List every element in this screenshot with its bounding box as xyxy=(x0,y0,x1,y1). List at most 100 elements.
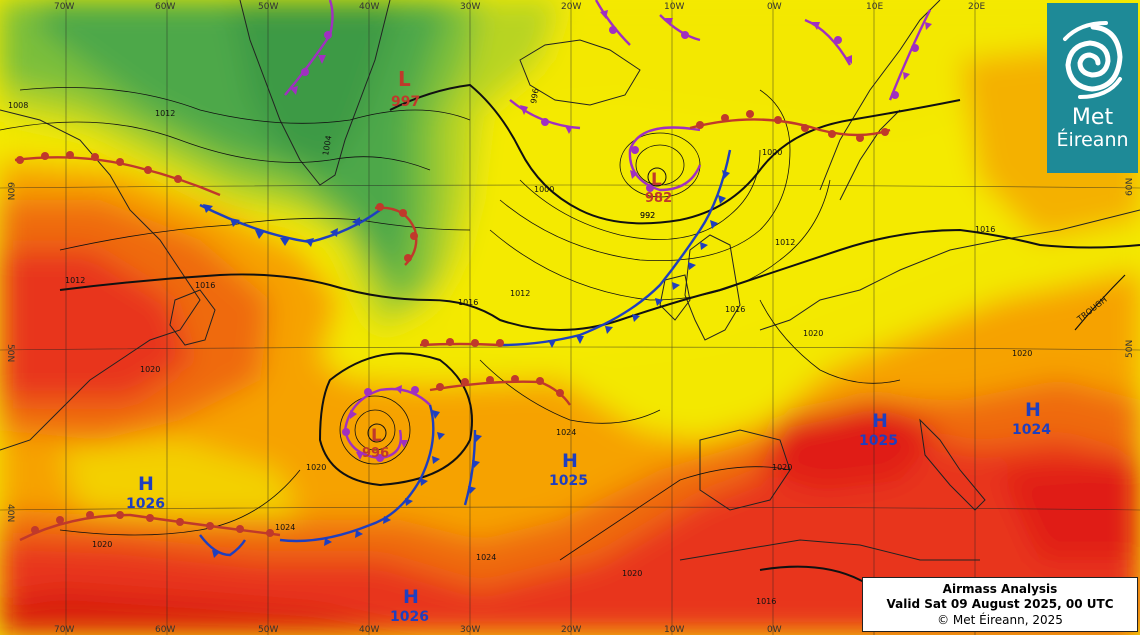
isobar-labels: 1012 1008 1004 1000 996 992 1016 1016 10… xyxy=(8,88,1032,606)
lat-label: 40N xyxy=(5,504,15,522)
high-pressure-1025-europe: H 1025 xyxy=(859,410,898,449)
front-symbols xyxy=(16,10,932,558)
lon-label: 0W xyxy=(767,625,782,635)
lon-label: 70W xyxy=(54,625,74,635)
lat-label: 60N xyxy=(5,182,15,200)
occluded-front xyxy=(659,14,701,42)
isobar-label: 1012 xyxy=(65,276,85,285)
isobars xyxy=(0,83,1140,595)
caption-title: Airmass Analysis xyxy=(942,582,1058,596)
lat-label: 50N xyxy=(1125,340,1135,358)
isobar-label: 1020 xyxy=(803,329,823,338)
lat-label: 60N xyxy=(1125,178,1135,196)
isobar-label: 1008 xyxy=(8,101,28,110)
low-marker: L xyxy=(398,67,411,91)
swirl-icon xyxy=(1062,21,1123,99)
isobar-label: 1012 xyxy=(775,238,795,247)
isobar-label: 1016 xyxy=(725,305,745,314)
isobar-label: 1020 xyxy=(306,463,326,472)
high-pressure-1026-south: H 1026 xyxy=(390,586,429,625)
lon-label: 30W xyxy=(460,625,480,635)
occluded-front xyxy=(594,0,631,46)
pressure-value: 982 xyxy=(645,191,672,206)
low-pressure-997: L 997 xyxy=(391,67,420,110)
lon-label: 50W xyxy=(258,625,278,635)
high-marker: H xyxy=(138,473,154,495)
isobar-label: 1020 xyxy=(92,540,112,549)
isobar-label: 996 xyxy=(529,88,541,105)
isobar-label: 1000 xyxy=(762,148,782,157)
high-marker: H xyxy=(1025,399,1041,421)
high-pressure-1024-east: H 1024 xyxy=(1012,399,1051,438)
isobar-label: 1012 xyxy=(155,109,175,118)
isobar-label: 1024 xyxy=(275,523,295,532)
lon-label: 60W xyxy=(155,2,175,12)
isobar-label: 992 xyxy=(640,211,655,220)
low-marker: L xyxy=(371,426,382,446)
pressure-value: 1025 xyxy=(859,433,898,449)
low-pressure-996: L 996 xyxy=(362,423,389,461)
lon-label: 40W xyxy=(359,625,379,635)
isobar-label: 1016 xyxy=(975,225,995,234)
lat-label: 50N xyxy=(5,344,15,362)
trough-line xyxy=(1074,274,1126,331)
pressure-value: 1024 xyxy=(1012,422,1051,438)
isobar-label: 992 xyxy=(640,211,655,220)
low-marker: L xyxy=(651,170,662,190)
lon-label: 10W xyxy=(664,2,684,12)
caption-box: Airmass Analysis Valid Sat 09 August 202… xyxy=(862,577,1138,632)
warm-front xyxy=(374,206,418,266)
high-pressure-1025-atlantic: H 1025 xyxy=(549,450,588,489)
lon-label: 20E xyxy=(968,2,985,12)
isobar-label: 1020 xyxy=(140,365,160,374)
isobar-label: 1020 xyxy=(622,569,642,578)
lon-label: 50W xyxy=(258,2,278,12)
isobar-label: 1024 xyxy=(476,553,496,562)
occluded-front xyxy=(888,9,932,101)
met-eireann-logo: Met Éireann xyxy=(1047,3,1138,173)
pressure-value: 1026 xyxy=(126,496,165,512)
isobar-label: 1016 xyxy=(756,597,776,606)
lon-label: 10E xyxy=(866,2,883,12)
high-marker: H xyxy=(403,586,419,608)
logo-text-eireann: Éireann xyxy=(1056,129,1129,151)
lon-label: 10W xyxy=(664,625,684,635)
isobar-label: 1020 xyxy=(1012,349,1032,358)
high-marker: H xyxy=(872,410,888,432)
isobar-label: 1016 xyxy=(195,281,215,290)
high-marker: H xyxy=(562,450,578,472)
pressure-systems: L 997 L 982 L 996 H 1026 H 1025 H 1026 H… xyxy=(126,67,1051,625)
warm-front xyxy=(419,342,501,347)
latitude-labels: 60N 50N 40N 60N 50N xyxy=(5,178,1135,522)
lon-label: 30W xyxy=(460,2,480,12)
lon-label: 20W xyxy=(561,625,581,635)
lon-label: 0W xyxy=(767,2,782,12)
pressure-value: 997 xyxy=(391,94,420,110)
cold-front xyxy=(279,404,435,543)
low-pressure-982: L 982 xyxy=(645,167,672,206)
lon-label: 20W xyxy=(561,2,581,12)
pressure-value: 996 xyxy=(362,446,389,461)
isobar-label: 1004 xyxy=(321,135,333,157)
isobar-label: 1000 xyxy=(534,185,554,194)
lon-label: 60W xyxy=(155,625,175,635)
caption-valid-time: Valid Sat 09 August 2025, 00 UTC xyxy=(886,597,1114,611)
lon-label: 70W xyxy=(54,2,74,12)
isobar-label: 1020 xyxy=(772,463,792,472)
warm-front xyxy=(19,513,281,542)
occluded-front xyxy=(628,126,702,192)
logo-text-met: Met xyxy=(1071,105,1114,130)
isobar-label: 1012 xyxy=(510,289,530,298)
pressure-value: 1026 xyxy=(390,609,429,625)
longitude-labels: 70W 60W 50W 40W 30W 20W 10W 0W 10E 20E 7… xyxy=(54,2,985,635)
cold-front xyxy=(199,534,247,557)
caption-copyright: © Met Éireann, 2025 xyxy=(937,613,1063,627)
isobar-label: 1024 xyxy=(556,428,576,437)
warm-front xyxy=(14,156,221,197)
isobar-label: 1016 xyxy=(458,298,478,307)
high-pressure-1026-west: H 1026 xyxy=(126,473,165,512)
pressure-value: 1025 xyxy=(549,473,588,489)
lon-label: 40W xyxy=(359,2,379,12)
